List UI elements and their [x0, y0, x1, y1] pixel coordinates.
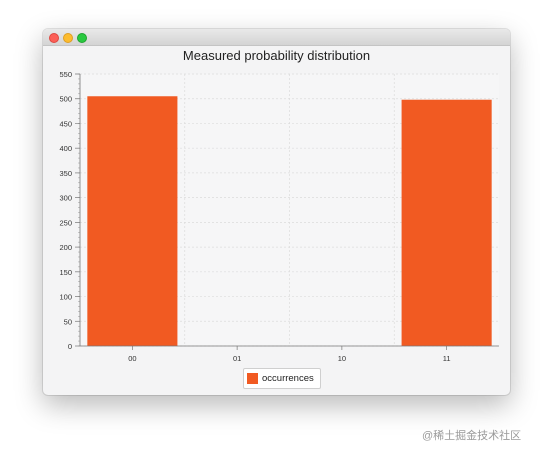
y-tick-label: 100	[59, 293, 72, 302]
y-tick-label: 250	[59, 218, 72, 227]
legend-label: occurrences	[262, 373, 314, 384]
chart-title: Measured probability distribution	[182, 48, 371, 63]
app-window: Measured probability distribution 0 50 100…	[43, 29, 510, 395]
y-tick-label: 150	[59, 268, 72, 277]
y-tick-label: 400	[59, 144, 72, 153]
x-tick-label: 10	[338, 354, 346, 363]
close-window-button[interactable]	[49, 33, 59, 43]
bar-00	[87, 96, 178, 346]
y-tick-label: 0	[68, 342, 72, 351]
x-tick-label: 01	[233, 354, 241, 363]
legend-swatch	[247, 373, 258, 384]
y-tick-label: 550	[59, 70, 72, 79]
minimize-window-button[interactable]	[63, 33, 73, 43]
chart-legend: occurrences	[243, 368, 321, 389]
y-tick-label: 50	[64, 317, 72, 326]
y-tick-label: 200	[59, 243, 72, 252]
title-bar	[43, 29, 510, 46]
x-tick-label: 11	[443, 354, 451, 363]
bar-chart: 0 50 100 150 200 250 300 350 400 450 500 550 00 01 10 1…	[59, 70, 499, 363]
watermark: @稀土掘金技术社区	[422, 430, 522, 442]
x-tick-label: 00	[128, 354, 136, 363]
maximize-window-button[interactable]	[77, 33, 87, 43]
y-tick-label: 450	[59, 119, 72, 128]
y-tick-label: 500	[59, 95, 72, 104]
y-tick-label: 300	[59, 194, 72, 203]
bar-11	[401, 99, 492, 346]
y-tick-label: 350	[59, 169, 72, 178]
